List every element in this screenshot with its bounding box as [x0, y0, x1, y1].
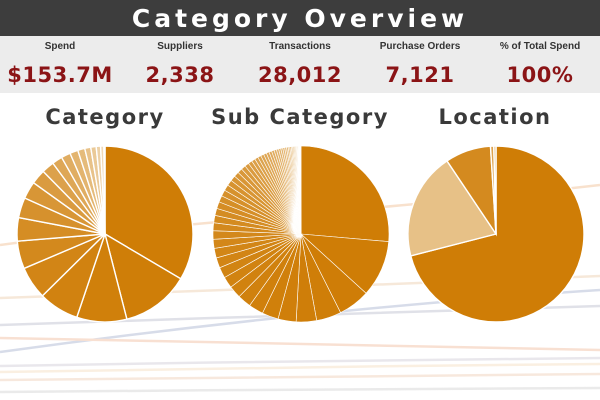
kpi-label: % of Total Spend [499, 41, 581, 52]
bg-line [0, 386, 600, 394]
kpi-value: 100% [506, 63, 574, 87]
sub-category-section-title: Sub Category [211, 105, 389, 129]
kpi-label: Suppliers [157, 41, 203, 52]
kpi-value: 2,338 [145, 63, 215, 87]
kpi-label: Transactions [269, 41, 331, 52]
category-section-title: Category [45, 105, 165, 129]
kpi-value: 7,121 [385, 63, 455, 87]
kpi-value: 28,012 [257, 63, 343, 87]
kpi-label: Spend [44, 41, 76, 52]
kpi-spend[interactable]: Spend $153.7M [0, 36, 120, 93]
pie-slice[interactable] [103, 145, 106, 235]
kpi-label: Purchase Orders [379, 41, 461, 52]
bg-line [0, 336, 600, 352]
bg-line [0, 362, 600, 374]
page-title: Category Overview [131, 3, 469, 33]
title-bar: Category Overview [0, 0, 600, 36]
pie-slice[interactable] [409, 145, 585, 323]
bg-line [0, 372, 600, 382]
pie-slice[interactable] [493, 145, 497, 235]
kpi-purchase-orders[interactable]: Purchase Orders 7,121 [360, 36, 480, 93]
kpi-suppliers[interactable]: Suppliers 2,338 [120, 36, 240, 93]
location-pie[interactable] [407, 145, 585, 323]
category-pie[interactable] [16, 145, 194, 323]
pie-slice[interactable] [300, 145, 390, 242]
sub-category-pie[interactable] [212, 145, 390, 323]
kpi-percent-total-spend[interactable]: % of Total Spend 100% [480, 36, 600, 93]
pie-slice[interactable] [103, 232, 182, 321]
kpi-strip: Spend $153.7M Suppliers 2,338 Transactio… [0, 36, 600, 93]
pie-slice[interactable] [407, 159, 498, 257]
kpi-transactions[interactable]: Transactions 28,012 [240, 36, 360, 93]
pie-slice[interactable] [104, 145, 194, 280]
bg-line [0, 356, 600, 368]
kpi-value: $153.7M [7, 63, 113, 87]
location-section-title: Location [438, 105, 552, 129]
